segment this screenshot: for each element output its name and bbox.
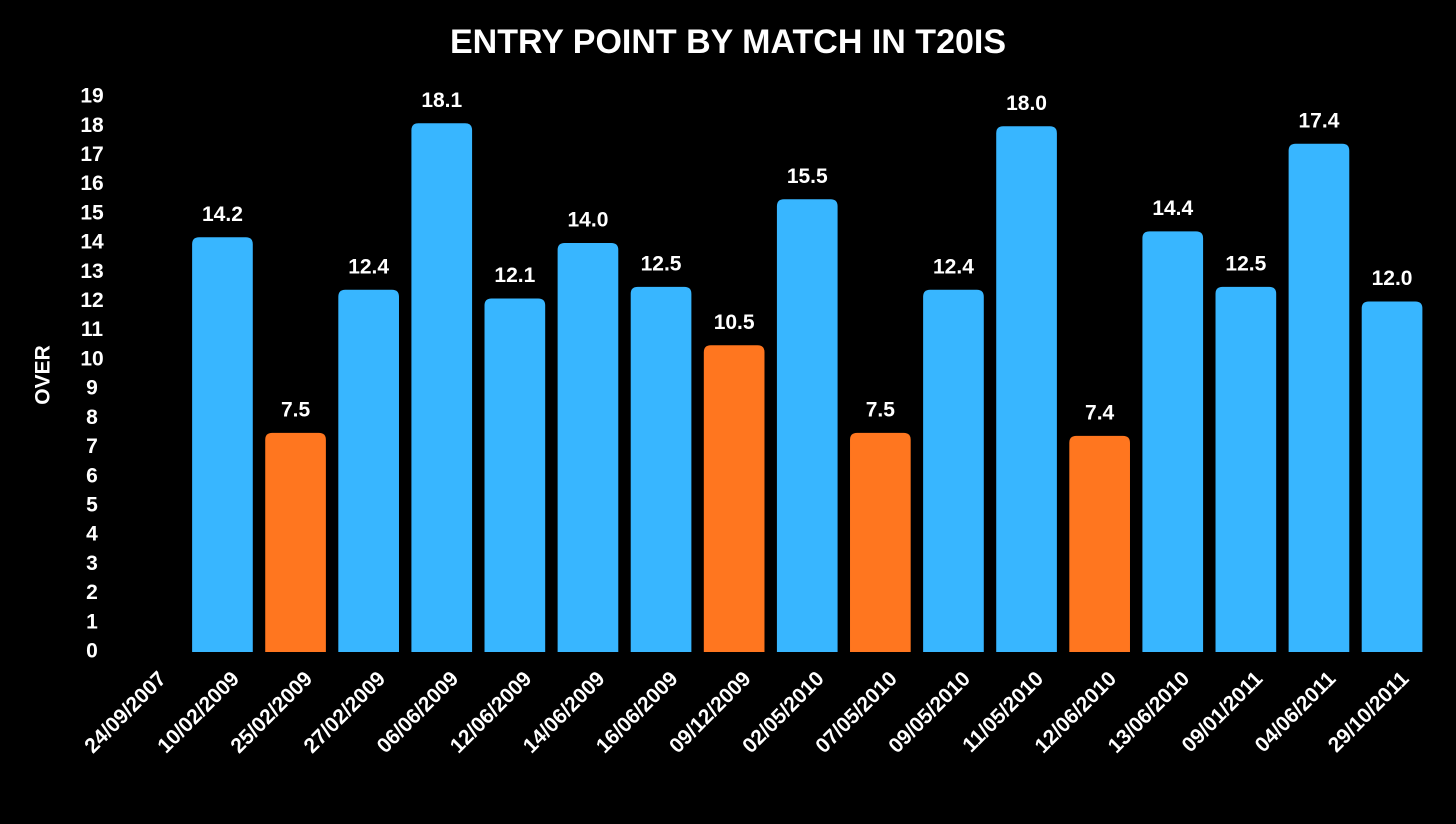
value-label: 7.4 [1085, 401, 1115, 424]
bar [1069, 435, 1130, 652]
value-label: 17.4 [1299, 109, 1340, 132]
value-label: 18.1 [421, 89, 462, 112]
value-label: 12.0 [1372, 267, 1413, 290]
value-label: 7.5 [281, 398, 311, 421]
bar [923, 289, 984, 652]
bar [703, 345, 765, 652]
y-tick-label: 4 [86, 523, 98, 546]
bar [1288, 143, 1350, 652]
y-tick-label: 6 [86, 464, 98, 487]
bar [1215, 286, 1277, 652]
value-label: 15.5 [787, 165, 828, 188]
bar [850, 432, 911, 652]
value-label: 12.5 [1225, 252, 1266, 275]
y-tick-label: 10 [80, 347, 103, 370]
value-label: 14.4 [1152, 197, 1193, 220]
y-tick-label: 2 [86, 581, 98, 604]
bar [192, 237, 253, 653]
value-label: 14.0 [568, 209, 609, 232]
bar [776, 199, 838, 652]
value-label: 14.2 [202, 203, 243, 226]
chart-title: ENTRY POINT BY MATCH IN T20IS [450, 23, 1006, 61]
y-tick-label: 0 [86, 640, 98, 663]
y-tick-label: 14 [80, 231, 104, 254]
bar [557, 243, 619, 653]
y-tick-label: 19 [80, 85, 103, 108]
value-label: 12.4 [348, 255, 389, 278]
y-tick-label: 18 [80, 114, 104, 137]
bar [338, 289, 399, 652]
y-tick-label: 7 [86, 435, 98, 458]
bar [996, 126, 1057, 653]
bar [484, 298, 546, 652]
y-tick-label: 13 [80, 260, 103, 283]
y-tick-label: 16 [80, 172, 103, 195]
bar [630, 286, 692, 652]
y-tick-label: 8 [86, 406, 98, 429]
value-label: 12.5 [641, 252, 682, 275]
bar [1142, 231, 1204, 653]
y-tick-label: 3 [86, 552, 98, 575]
value-label: 12.4 [933, 255, 974, 278]
y-tick-label: 1 [86, 610, 98, 633]
y-tick-label: 12 [80, 289, 103, 312]
bar [265, 432, 326, 652]
y-tick-label: 9 [86, 377, 98, 400]
bar [411, 123, 473, 652]
y-tick-label: 11 [81, 318, 104, 341]
y-axis-label: OVER [32, 345, 55, 405]
y-tick-label: 15 [80, 201, 104, 224]
bar [1361, 301, 1423, 652]
y-tick-label: 5 [86, 493, 98, 516]
value-label: 10.5 [714, 311, 755, 334]
value-label: 7.5 [866, 398, 896, 421]
y-tick-label: 17 [80, 143, 103, 166]
value-label: 12.1 [494, 264, 535, 287]
value-label: 18.0 [1006, 92, 1047, 115]
